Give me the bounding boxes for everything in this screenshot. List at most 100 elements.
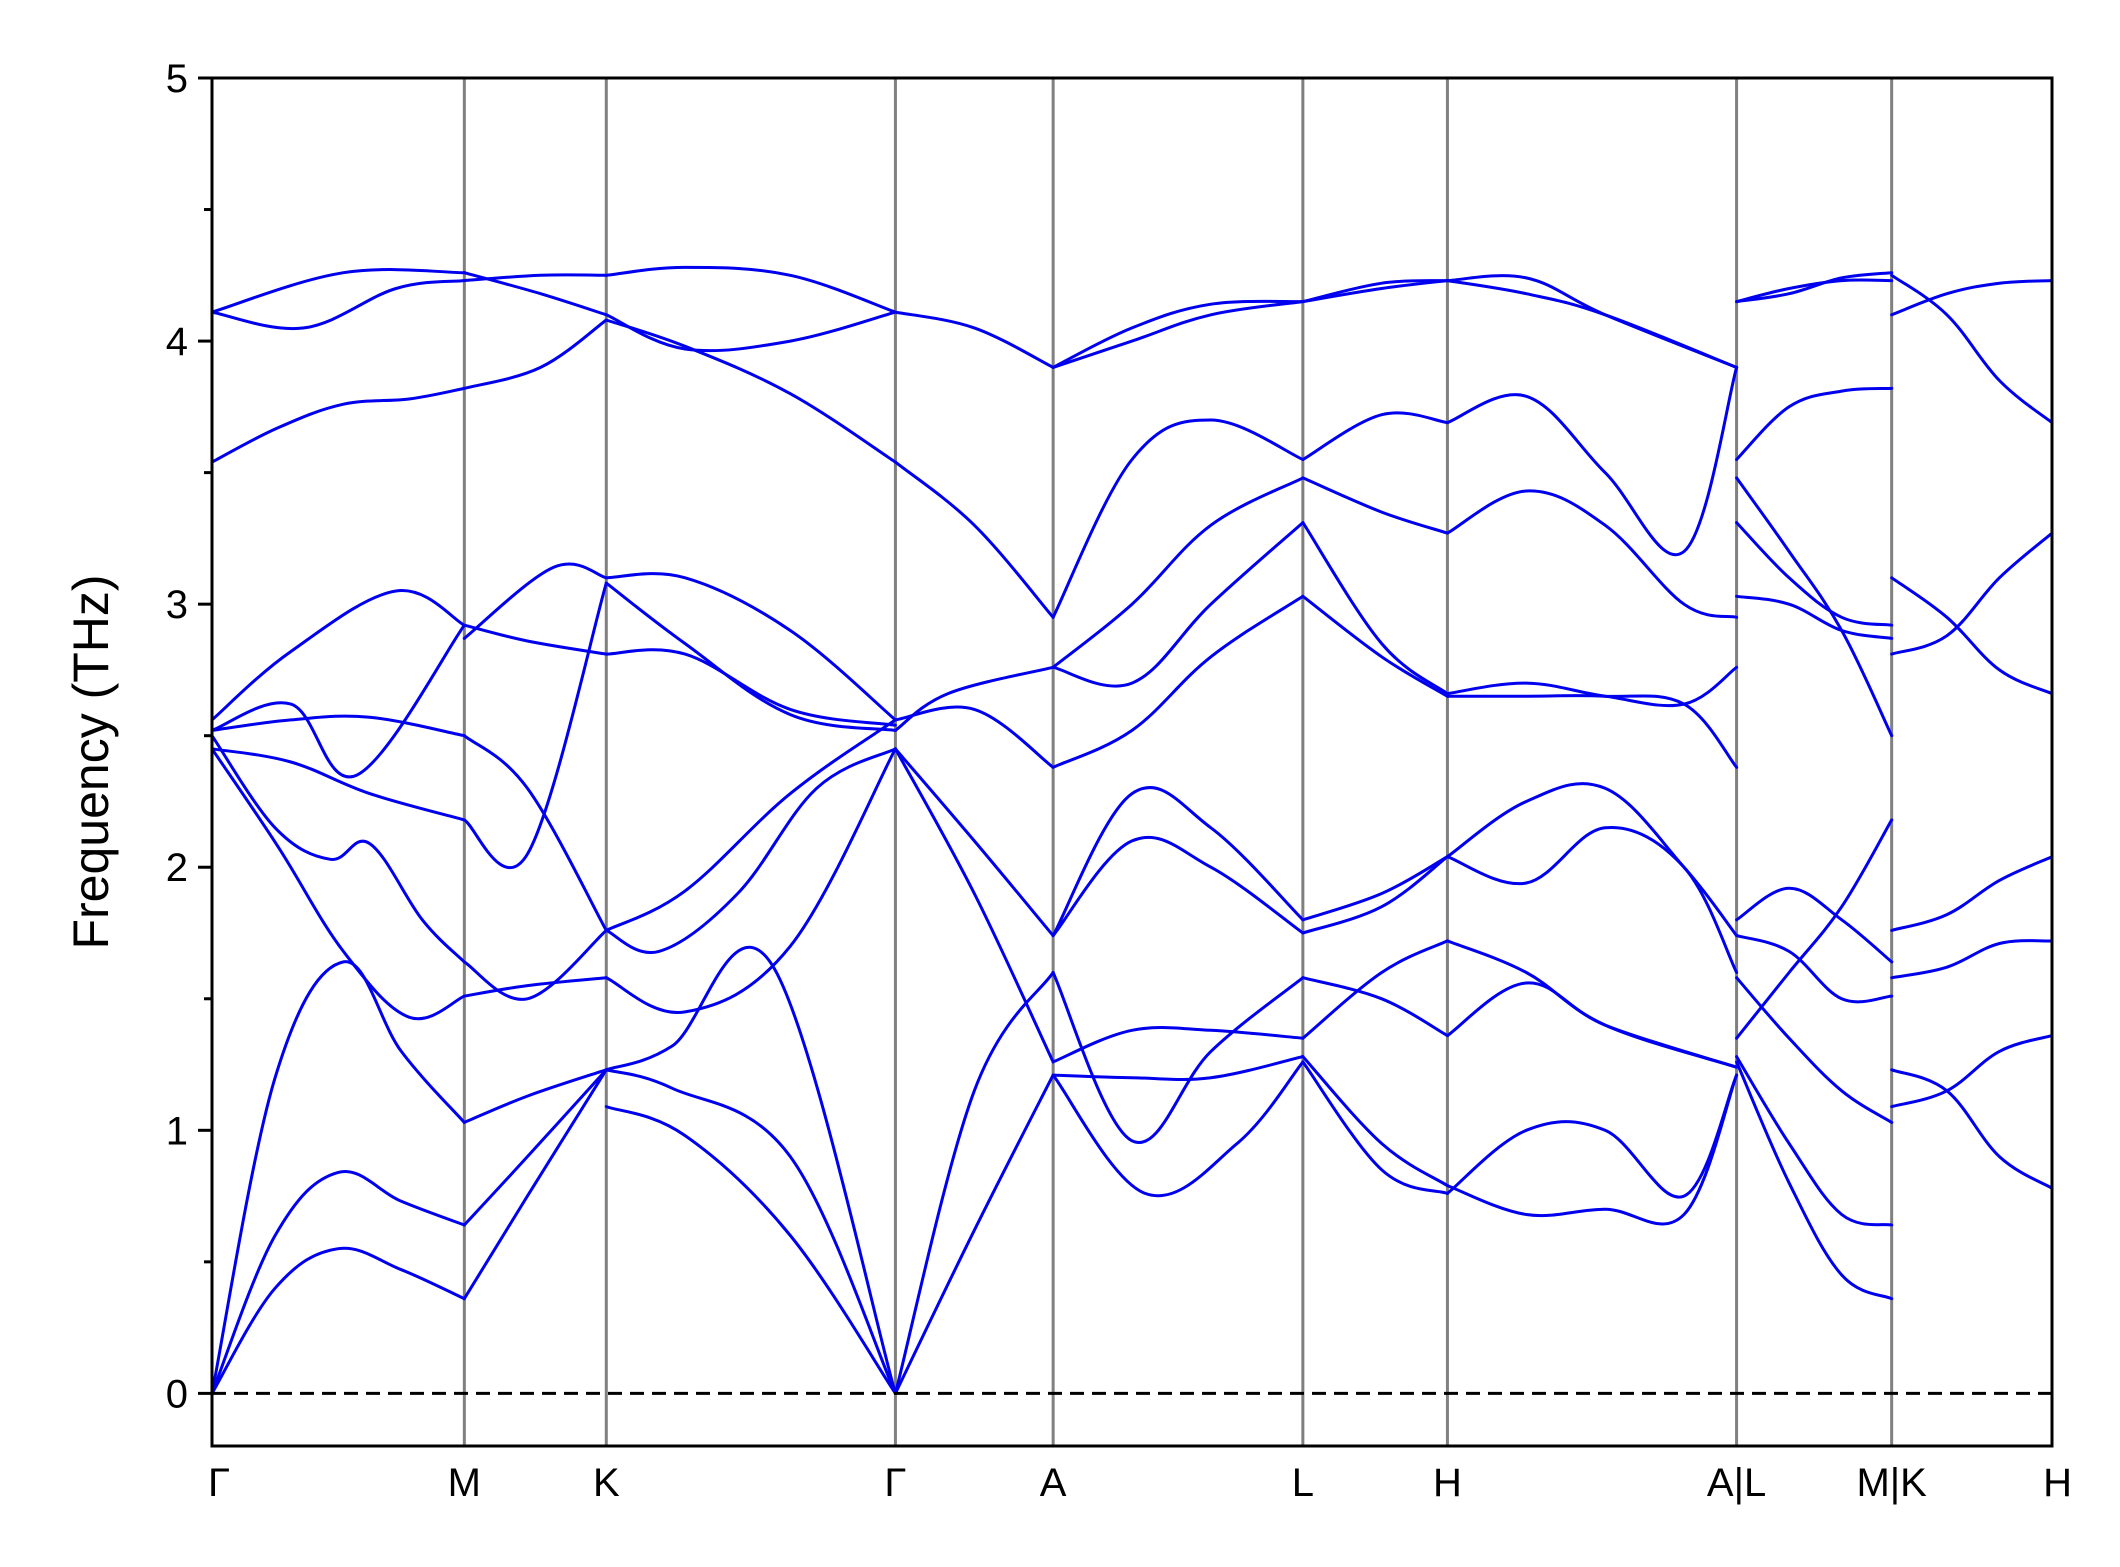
phonon-band-segment	[1051, 786, 1305, 938]
phonon-band-segment	[604, 1068, 897, 1395]
x-tick-label: A|L	[1707, 1461, 1766, 1505]
phonon-band-segment	[1051, 1060, 1305, 1198]
phonon-band-segment	[462, 271, 608, 317]
phonon-band-segment	[893, 310, 1055, 369]
phonon-band-segment	[1301, 411, 1449, 461]
phonon-band-segment	[1051, 418, 1305, 619]
phonon-band-segment	[462, 928, 608, 1001]
phonon-band-segment	[210, 1169, 466, 1395]
phonon-band-segment	[1301, 476, 1449, 535]
x-tick-label: L	[1292, 1461, 1314, 1505]
phonon-band-segment	[210, 386, 466, 464]
x-tick-label: M|K	[1856, 1461, 1927, 1505]
phonon-band-segment	[210, 623, 466, 779]
phonon-band-segment	[1051, 521, 1305, 688]
phonon-band-segment	[604, 572, 897, 722]
phonon-band-segment	[893, 665, 1055, 732]
y-tick-label: 5	[166, 57, 188, 101]
phonon-band-segment	[1051, 1055, 1305, 1081]
phonon-band-segment	[1301, 855, 1449, 935]
x-tick-label: Γ	[884, 1461, 906, 1505]
phonon-band-segment	[1735, 476, 1894, 738]
phonon-band-segment	[604, 318, 897, 464]
phonon-band-segment	[1890, 279, 2054, 317]
plot-frame	[210, 76, 2054, 1448]
phonon-band-segment	[462, 1068, 608, 1227]
phonon-band-segment	[1445, 825, 1739, 974]
phonon-band-segment	[1301, 976, 1449, 1038]
x-tick-label: K	[593, 1461, 620, 1505]
phonon-band-segment	[1445, 489, 1739, 619]
phonon-band-segment	[462, 318, 608, 390]
phonon-band-segment	[1735, 271, 1894, 304]
high-symmetry-lines	[462, 78, 1894, 1446]
phonon-band-segment	[1445, 1073, 1739, 1226]
phonon-band-segment	[1301, 939, 1449, 1040]
phonon-band-segment	[604, 648, 897, 727]
x-tick-label: A	[1040, 1461, 1067, 1505]
phonon-band-segment	[462, 1068, 608, 1124]
x-tick-label: H	[1433, 1461, 1462, 1505]
phonon-band-segment	[462, 562, 608, 640]
x-tick-label: Γ	[208, 1461, 230, 1505]
phonon-band-segment	[604, 747, 897, 1014]
phonon-band-segment	[1051, 594, 1305, 769]
phonon-band-segment	[1890, 855, 2054, 932]
phonon-band-segment	[1735, 594, 1894, 640]
phonon-bands	[210, 265, 2054, 1395]
phonon-band-segment	[462, 273, 608, 283]
phonon-band-segment	[1051, 300, 1305, 369]
phonon-band-segment	[1445, 1073, 1739, 1199]
phonon-band-segment	[1445, 665, 1739, 708]
phonon-band-segment	[1445, 274, 1739, 369]
y-axis-label: Frequency (THz)	[63, 574, 119, 949]
phonon-band-segment	[1301, 521, 1449, 696]
phonon-band-segment	[1735, 1060, 1894, 1301]
phonon-band-segment	[604, 718, 897, 932]
phonon-band-segment	[893, 971, 1055, 1395]
phonon-band-segment	[1735, 976, 1894, 1124]
phonon-band-segment	[1301, 594, 1449, 698]
phonon-band-segment	[462, 581, 608, 870]
phonon-band-segment	[604, 310, 897, 353]
phonon-band-segment	[604, 265, 897, 314]
phonon-band-segment	[893, 747, 1055, 938]
y-tick-label: 1	[166, 1109, 188, 1153]
phonon-band-segment	[1890, 273, 2054, 425]
phonon-band-segment	[604, 1105, 897, 1395]
phonon-band-segment	[1735, 818, 1894, 1040]
phonon-band-segment	[893, 460, 1055, 619]
y-tick-label: 0	[166, 1372, 188, 1416]
phonon-band-segment	[210, 960, 466, 1395]
phonon-band-segment	[1051, 476, 1305, 669]
phonon-band-segment	[893, 1073, 1055, 1395]
phonon-band-segment	[1445, 939, 1739, 1069]
phonon-band-segment	[210, 279, 466, 331]
phonon-band-segment	[1735, 278, 1894, 304]
phonon-band-segment	[893, 747, 1055, 1064]
y-tick-label: 2	[166, 846, 188, 890]
phonon-band-segment	[210, 268, 466, 314]
phonon-band-segment	[210, 747, 466, 822]
x-axis-labels: Γ M K Γ A L H A|L M|K H	[208, 1461, 2072, 1505]
phonon-band-segment	[604, 581, 897, 732]
phonon-band-segment	[1890, 939, 2054, 980]
phonon-band-segment	[1445, 279, 1739, 369]
phonon-band-segment	[1051, 1026, 1305, 1064]
phonon-band-segment	[604, 747, 897, 955]
phonon-band-segment	[1051, 299, 1305, 369]
phonon-band-segment	[1301, 855, 1449, 922]
phonon-band-segment	[1735, 1055, 1894, 1227]
phonon-band-segment	[210, 1246, 466, 1395]
phonon-band-segment	[604, 945, 897, 1395]
phonon-band-segment	[1735, 521, 1894, 627]
phonon-band-segment	[210, 714, 466, 738]
phonon-band-segment	[1051, 835, 1305, 938]
phonon-band-segment	[1735, 934, 1894, 1004]
phonon-band-segment	[1445, 365, 1739, 556]
phonon-band-segment	[1445, 694, 1739, 769]
phonon-band-segment	[1051, 971, 1305, 1145]
phonon-band-segment	[1445, 782, 1739, 938]
phonon-band-segment	[462, 1068, 608, 1301]
